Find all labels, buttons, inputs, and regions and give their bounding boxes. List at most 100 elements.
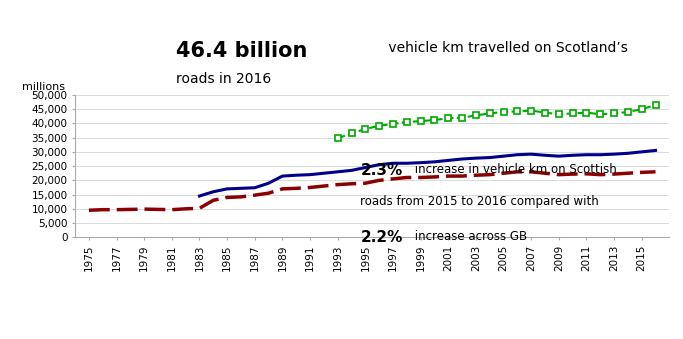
- All roads: [472, 113, 480, 117]
- Line: Cars on major roads (M & A): Cars on major roads (M & A): [89, 172, 656, 210]
- Major roads (M & A): [223, 187, 232, 191]
- Cars on major roads (M & A): [624, 171, 632, 175]
- Major roads (M & A): [444, 158, 452, 162]
- Text: roads from 2015 to 2016 compared with: roads from 2015 to 2016 compared with: [361, 195, 599, 207]
- Cars on major roads (M & A): [444, 174, 452, 178]
- All roads: [624, 110, 632, 114]
- Cars on major roads (M & A): [126, 207, 135, 212]
- Cars on major roads (M & A): [113, 208, 121, 212]
- All roads: [555, 112, 563, 116]
- All roads: [430, 118, 438, 122]
- Major roads (M & A): [568, 153, 576, 157]
- All roads: [403, 120, 411, 124]
- Cars on major roads (M & A): [541, 171, 549, 175]
- Cars on major roads (M & A): [610, 172, 618, 176]
- Cars on major roads (M & A): [223, 195, 232, 199]
- Cars on major roads (M & A): [638, 170, 646, 174]
- Cars on major roads (M & A): [389, 177, 397, 181]
- Text: vehicle km travelled on Scotland’s: vehicle km travelled on Scotland’s: [384, 41, 628, 55]
- All roads: [638, 107, 646, 111]
- Major roads (M & A): [320, 171, 328, 175]
- All roads: [375, 124, 383, 128]
- Cars on major roads (M & A): [348, 182, 356, 186]
- Major roads (M & A): [389, 161, 397, 165]
- Cars on major roads (M & A): [499, 171, 507, 175]
- Cars on major roads (M & A): [292, 186, 301, 191]
- All roads: [444, 116, 452, 120]
- All roads: [417, 119, 425, 123]
- Cars on major roads (M & A): [168, 208, 176, 212]
- Cars on major roads (M & A): [472, 173, 480, 177]
- All roads: [486, 112, 494, 116]
- Cars on major roads (M & A): [140, 207, 148, 211]
- Cars on major roads (M & A): [430, 175, 438, 179]
- Text: millions: millions: [22, 82, 65, 92]
- Cars on major roads (M & A): [85, 208, 93, 212]
- Major roads (M & A): [596, 153, 604, 157]
- Major roads (M & A): [430, 160, 438, 164]
- All roads: [527, 108, 535, 113]
- Major roads (M & A): [403, 161, 411, 165]
- Cars on major roads (M & A): [195, 206, 204, 210]
- Major roads (M & A): [652, 148, 660, 153]
- Cars on major roads (M & A): [555, 173, 563, 177]
- Text: 2.3%: 2.3%: [361, 163, 402, 178]
- Major roads (M & A): [375, 163, 383, 167]
- All roads: [499, 110, 507, 114]
- Major roads (M & A): [306, 173, 314, 177]
- Major roads (M & A): [472, 156, 480, 160]
- Cars on major roads (M & A): [375, 178, 383, 182]
- All roads: [596, 112, 604, 116]
- Cars on major roads (M & A): [98, 208, 107, 212]
- Text: 2.2%: 2.2%: [361, 230, 403, 245]
- Line: All roads: All roads: [335, 102, 658, 141]
- Text: increase in vehicle km on Scottish: increase in vehicle km on Scottish: [411, 163, 617, 176]
- All roads: [513, 109, 521, 114]
- Cars on major roads (M & A): [182, 207, 190, 211]
- Major roads (M & A): [513, 153, 521, 157]
- Cars on major roads (M & A): [583, 172, 591, 176]
- Major roads (M & A): [417, 161, 425, 165]
- Major roads (M & A): [499, 154, 507, 158]
- Major roads (M & A): [195, 194, 204, 198]
- Text: roads in 2016: roads in 2016: [176, 72, 271, 86]
- Cars on major roads (M & A): [568, 172, 576, 176]
- Cars on major roads (M & A): [527, 170, 535, 174]
- Major roads (M & A): [583, 153, 591, 157]
- Cars on major roads (M & A): [417, 176, 425, 180]
- Line: Major roads (M & A): Major roads (M & A): [199, 151, 656, 196]
- Cars on major roads (M & A): [251, 193, 259, 197]
- Major roads (M & A): [348, 168, 356, 173]
- Major roads (M & A): [278, 174, 286, 178]
- All roads: [652, 103, 660, 107]
- Cars on major roads (M & A): [596, 173, 604, 177]
- Major roads (M & A): [292, 173, 301, 177]
- Cars on major roads (M & A): [652, 170, 660, 174]
- Text: 46.4 billion: 46.4 billion: [176, 41, 307, 61]
- All roads: [389, 122, 397, 126]
- Cars on major roads (M & A): [264, 191, 273, 195]
- Major roads (M & A): [264, 181, 273, 185]
- Cars on major roads (M & A): [154, 207, 162, 212]
- All roads: [458, 116, 466, 120]
- Major roads (M & A): [527, 152, 535, 156]
- All roads: [333, 136, 342, 140]
- Cars on major roads (M & A): [209, 198, 217, 202]
- All roads: [541, 111, 549, 115]
- Cars on major roads (M & A): [306, 185, 314, 190]
- Major roads (M & A): [541, 153, 549, 157]
- Cars on major roads (M & A): [237, 195, 245, 199]
- Cars on major roads (M & A): [486, 173, 494, 177]
- Major roads (M & A): [555, 154, 563, 158]
- All roads: [583, 111, 591, 115]
- All roads: [610, 112, 618, 116]
- Major roads (M & A): [458, 157, 466, 161]
- All roads: [361, 127, 370, 131]
- Cars on major roads (M & A): [320, 184, 328, 188]
- All roads: [348, 131, 356, 135]
- Cars on major roads (M & A): [278, 187, 286, 191]
- Major roads (M & A): [610, 152, 618, 156]
- Major roads (M & A): [237, 186, 245, 191]
- Cars on major roads (M & A): [333, 183, 342, 187]
- Cars on major roads (M & A): [513, 170, 521, 174]
